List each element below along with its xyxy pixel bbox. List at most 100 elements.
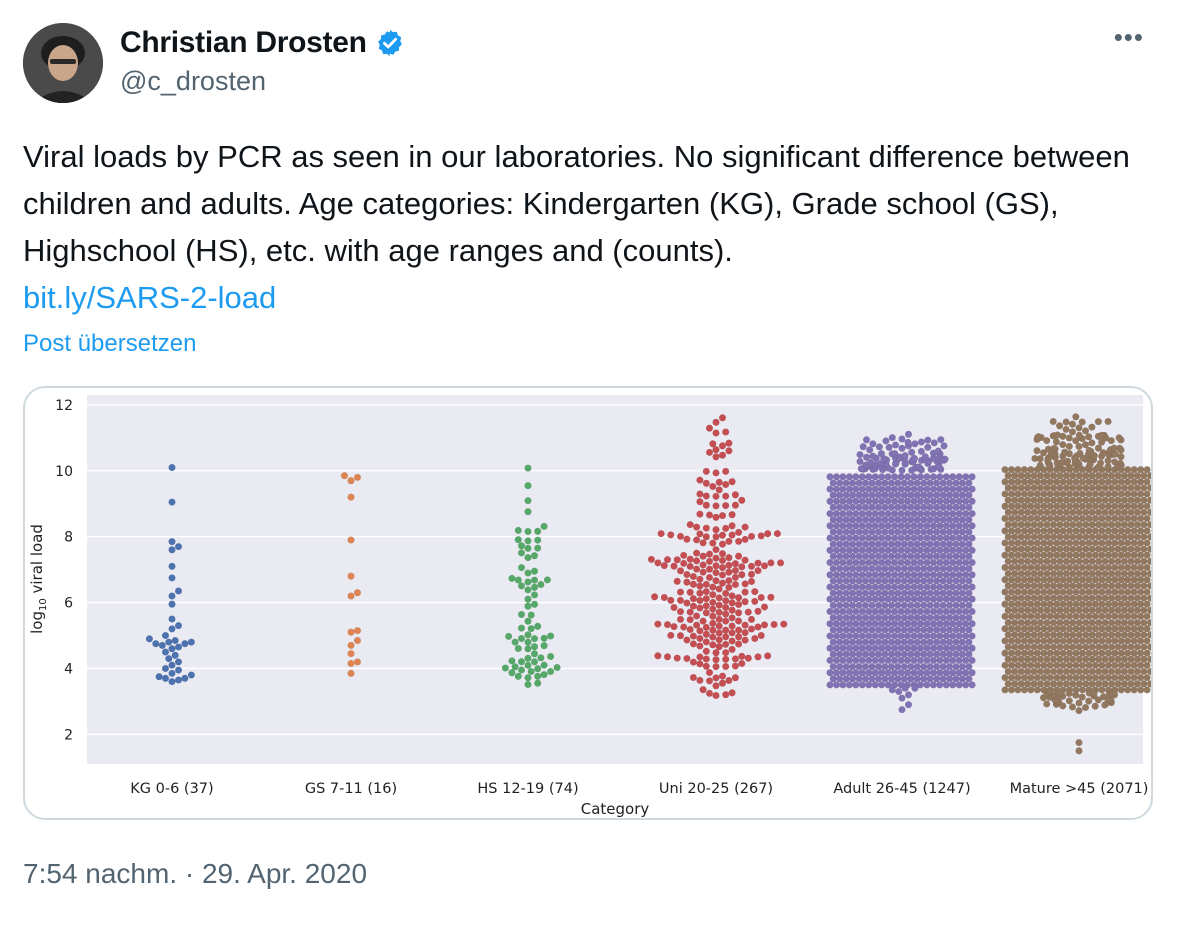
hs-point [525,618,532,625]
uni-point [751,588,758,595]
mature-point [1098,432,1105,439]
kg-point [169,626,176,633]
uni-point [706,512,713,519]
author-handle[interactable]: @c_drosten [120,66,266,97]
adult-point [894,614,901,621]
adult-point [891,596,898,603]
adult-point [911,486,918,493]
adult-point [865,584,872,591]
author-name[interactable]: Christian Drosten [120,26,367,60]
mature-point [1111,650,1118,657]
mature-point [1134,546,1141,553]
mature-point [1102,680,1109,687]
mature-point [1086,662,1093,669]
mature-point [1018,558,1025,565]
tweet-link[interactable]: bit.ly/SARS-2-load [23,280,276,315]
mature-point [1021,638,1028,645]
mature-point [1076,680,1083,687]
mature-point [1031,558,1038,565]
adult-point [911,455,918,462]
mature-point [1050,619,1057,626]
mature-point [1128,644,1135,651]
mature-point [1063,570,1070,577]
adult-point [953,480,960,487]
adult-point [911,657,918,664]
mature-point [1121,582,1128,589]
mature-point [1131,515,1138,522]
mature-point [1018,534,1025,541]
mature-point [1076,747,1083,754]
mature-point [1069,680,1076,687]
adult-point [907,675,914,682]
uni-point [680,552,687,559]
adult-point [827,669,834,676]
adult-point [849,639,856,646]
adult-point [862,529,869,536]
kg-point [169,593,176,600]
adult-point [898,522,905,529]
uni-point [780,621,787,628]
adult-point [869,492,876,499]
mature-point [1037,631,1044,638]
adult-point [859,510,866,517]
adult-point [927,541,934,548]
adult-point [898,559,905,566]
mature-point [1124,552,1131,559]
adult-point [953,639,960,646]
translate-button[interactable]: Post übersetzen [23,330,196,358]
adult-point [856,651,863,658]
adult-point [849,516,856,523]
uni-point [726,538,733,545]
media-image[interactable]: 2 4 6 8 10 12 KG 0-6 (37) GS 7-11 (16) HS 12-19… [23,386,1153,820]
mature-point [1089,656,1096,663]
adult-point [865,498,872,505]
mature-point [1054,432,1061,439]
mature-point [1021,601,1028,608]
adult-point [933,578,940,585]
adult-point [862,553,869,560]
adult-point [869,529,876,536]
adult-point [943,535,950,542]
mature-point [1118,662,1125,669]
gs-point [341,472,348,479]
kg-point [159,642,166,649]
mature-point [1035,433,1042,440]
uni-point [729,522,736,529]
adult-point [911,510,918,517]
adult-point [859,682,866,689]
adult-point [885,522,892,529]
timestamp[interactable]: 7:54 nachm. · 29. Apr. 2020 [23,858,367,890]
adult-point [907,529,914,536]
adult-point [911,559,918,566]
adult-point [936,657,943,664]
mature-point [1066,638,1073,645]
uni-point [664,653,671,660]
adult-point [846,620,853,627]
mature-point [1050,497,1057,504]
mature-point [1066,576,1073,583]
adult-point [969,522,976,529]
adult-point [882,602,889,609]
mature-point [1147,644,1151,651]
mature-point [1092,576,1099,583]
uni-point [719,673,726,680]
mature-point [1057,582,1064,589]
mature-point [1118,552,1125,559]
mature-point [1018,497,1025,504]
mature-point [1079,419,1086,426]
adult-point [846,486,853,493]
author-name-row[interactable]: Christian Drosten [120,26,405,60]
mature-point [1105,478,1112,485]
mature-point [1091,690,1098,697]
adult-point [930,645,937,652]
uni-point [716,637,723,644]
adult-point [956,620,963,627]
adult-point [878,486,885,493]
adult-point [869,590,876,597]
mature-point [1060,491,1067,498]
hs-point [525,603,532,610]
adult-point [860,443,867,450]
avatar[interactable] [23,23,103,103]
more-icon[interactable]: ••• [1114,22,1144,53]
adult-point [933,565,940,572]
